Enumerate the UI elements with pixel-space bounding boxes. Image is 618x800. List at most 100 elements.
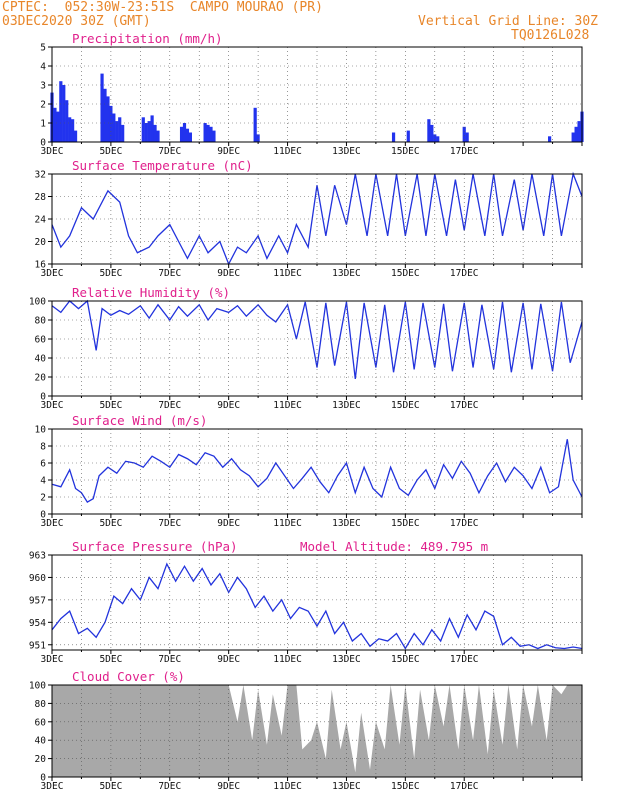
x-tick-label: 9DEC [217,268,240,279]
x-tick-label: 3DEC [41,654,64,665]
y-tick-label: 8 [40,442,46,453]
y-tick-label: 2 [40,100,46,111]
x-tick-label: 11DEC [273,400,302,411]
panel-2: 0 20 40 60 80 100 3DEC 5DEC 7DEC 9DEC 11DEC 13DEC 15… [29,285,583,411]
precip-bar [430,124,434,142]
x-tick-label: 5DEC [99,518,122,529]
y-tick-label: 0 [40,773,46,784]
x-tick-label: 7DEC [158,268,181,279]
header-model-id: TQ0126L028 [511,28,590,43]
y-tick-label: 0 [40,138,46,149]
precip-bar [73,130,78,142]
y-tick-label: 20 [35,237,47,248]
x-tick-label: 13DEC [332,654,361,665]
x-tick-label: 13DEC [332,781,361,792]
x-tick-label: 17DEC [450,400,479,411]
x-tick-label: 17DEC [450,654,479,665]
x-tick-label: 9DEC [217,400,240,411]
x-tick-label: 15DEC [391,400,420,411]
precip-bar [571,132,575,142]
x-tick-label: 17DEC [450,146,479,157]
x-tick-label: 7DEC [158,518,181,529]
panel-0: 0 1 2 3 4 5 3DEC 5DEC 7DEC 9DEC 11DEC 13DEC 15DEC 17D… [40,31,584,157]
precip-bar [433,134,437,142]
x-tick-label: 3DEC [41,268,64,279]
x-tick-label: 9DEC [217,146,240,157]
y-tick-label: 6 [40,459,46,470]
precip-bar [100,73,104,142]
precip-bar [112,113,116,142]
panel-annotation: Model Altitude: 489.795 m [300,539,488,554]
y-tick-label: 32 [35,170,46,181]
x-tick-label: 11DEC [273,654,302,665]
x-tick-label: 3DEC [41,146,64,157]
x-tick-label: 9DEC [217,518,240,529]
precip-bar [574,126,578,142]
x-tick-label: 3DEC [41,400,64,411]
y-tick-label: 4 [40,476,46,487]
precip-bar [144,123,148,142]
precip-bar [147,121,151,142]
y-tick-label: 963 [29,551,46,562]
y-tick-label: 80 [35,316,47,327]
y-tick-label: 4 [40,62,46,73]
y-tick-label: 0 [40,392,46,403]
precip-bar [406,130,410,142]
x-tick-label: 9DEC [217,654,240,665]
x-tick-label: 7DEC [158,400,181,411]
precip-bar [253,107,257,142]
x-tick-label: 5DEC [99,781,122,792]
y-tick-label: 960 [29,573,46,584]
y-tick-label: 24 [35,215,47,226]
y-tick-label: 80 [35,699,47,710]
precip-bar [179,126,184,142]
precip-bar [150,115,154,142]
precip-bar [188,132,192,142]
precip-bar [59,81,63,142]
precip-bar [391,132,396,142]
x-tick-label: 15DEC [391,781,420,792]
precip-bar [106,96,110,142]
y-tick-label: 951 [29,640,46,651]
x-tick-label: 15DEC [391,268,420,279]
panel-title: Surface Pressure (hPa) [72,539,238,554]
series-line [51,171,583,266]
header-line1: CPTEC: 052:30W-23:51S CAMPO MOURAO (PR) [2,0,323,15]
precip-bar [465,132,469,142]
precip-bar [182,123,187,142]
precip-bar [153,124,157,142]
x-tick-label: 7DEC [158,781,181,792]
x-tick-label: 9DEC [217,781,240,792]
y-tick-label: 954 [29,618,46,629]
y-tick-label: 16 [35,260,47,271]
x-tick-label: 15DEC [391,654,420,665]
precip-bar [115,121,119,142]
x-tick-label: 3DEC [41,518,64,529]
x-tick-label: 15DEC [391,518,420,529]
x-tick-label: 5DEC [99,268,122,279]
y-tick-label: 20 [35,373,47,384]
precip-bar [256,134,260,142]
y-tick-label: 20 [35,754,47,765]
y-tick-label: 28 [35,192,47,203]
x-tick-label: 7DEC [158,146,181,157]
panel-title: Relative Humidity (%) [72,285,230,300]
x-tick-label: 13DEC [332,268,361,279]
y-tick-label: 10 [35,425,47,436]
panel-title: Surface Wind (m/s) [72,413,207,428]
y-tick-label: 2 [40,493,46,504]
header-grid-note: Vertical Grid Line: 30Z [418,14,599,29]
precip-bar [212,130,216,142]
cloud-area [52,685,582,777]
precip-bar [56,111,60,142]
x-tick-label: 17DEC [450,518,479,529]
x-tick-label: 13DEC [332,518,361,529]
precip-bar [462,126,466,142]
precip-bar [65,100,69,142]
precip-bar [71,119,75,142]
precip-bar [548,136,552,142]
x-tick-label: 13DEC [332,400,361,411]
y-tick-label: 0 [40,510,46,521]
panel-3: 0 2 4 6 8 10 3DEC 5DEC 7DEC 9DEC 11DEC 13DEC 15DEC 17… [35,413,583,529]
